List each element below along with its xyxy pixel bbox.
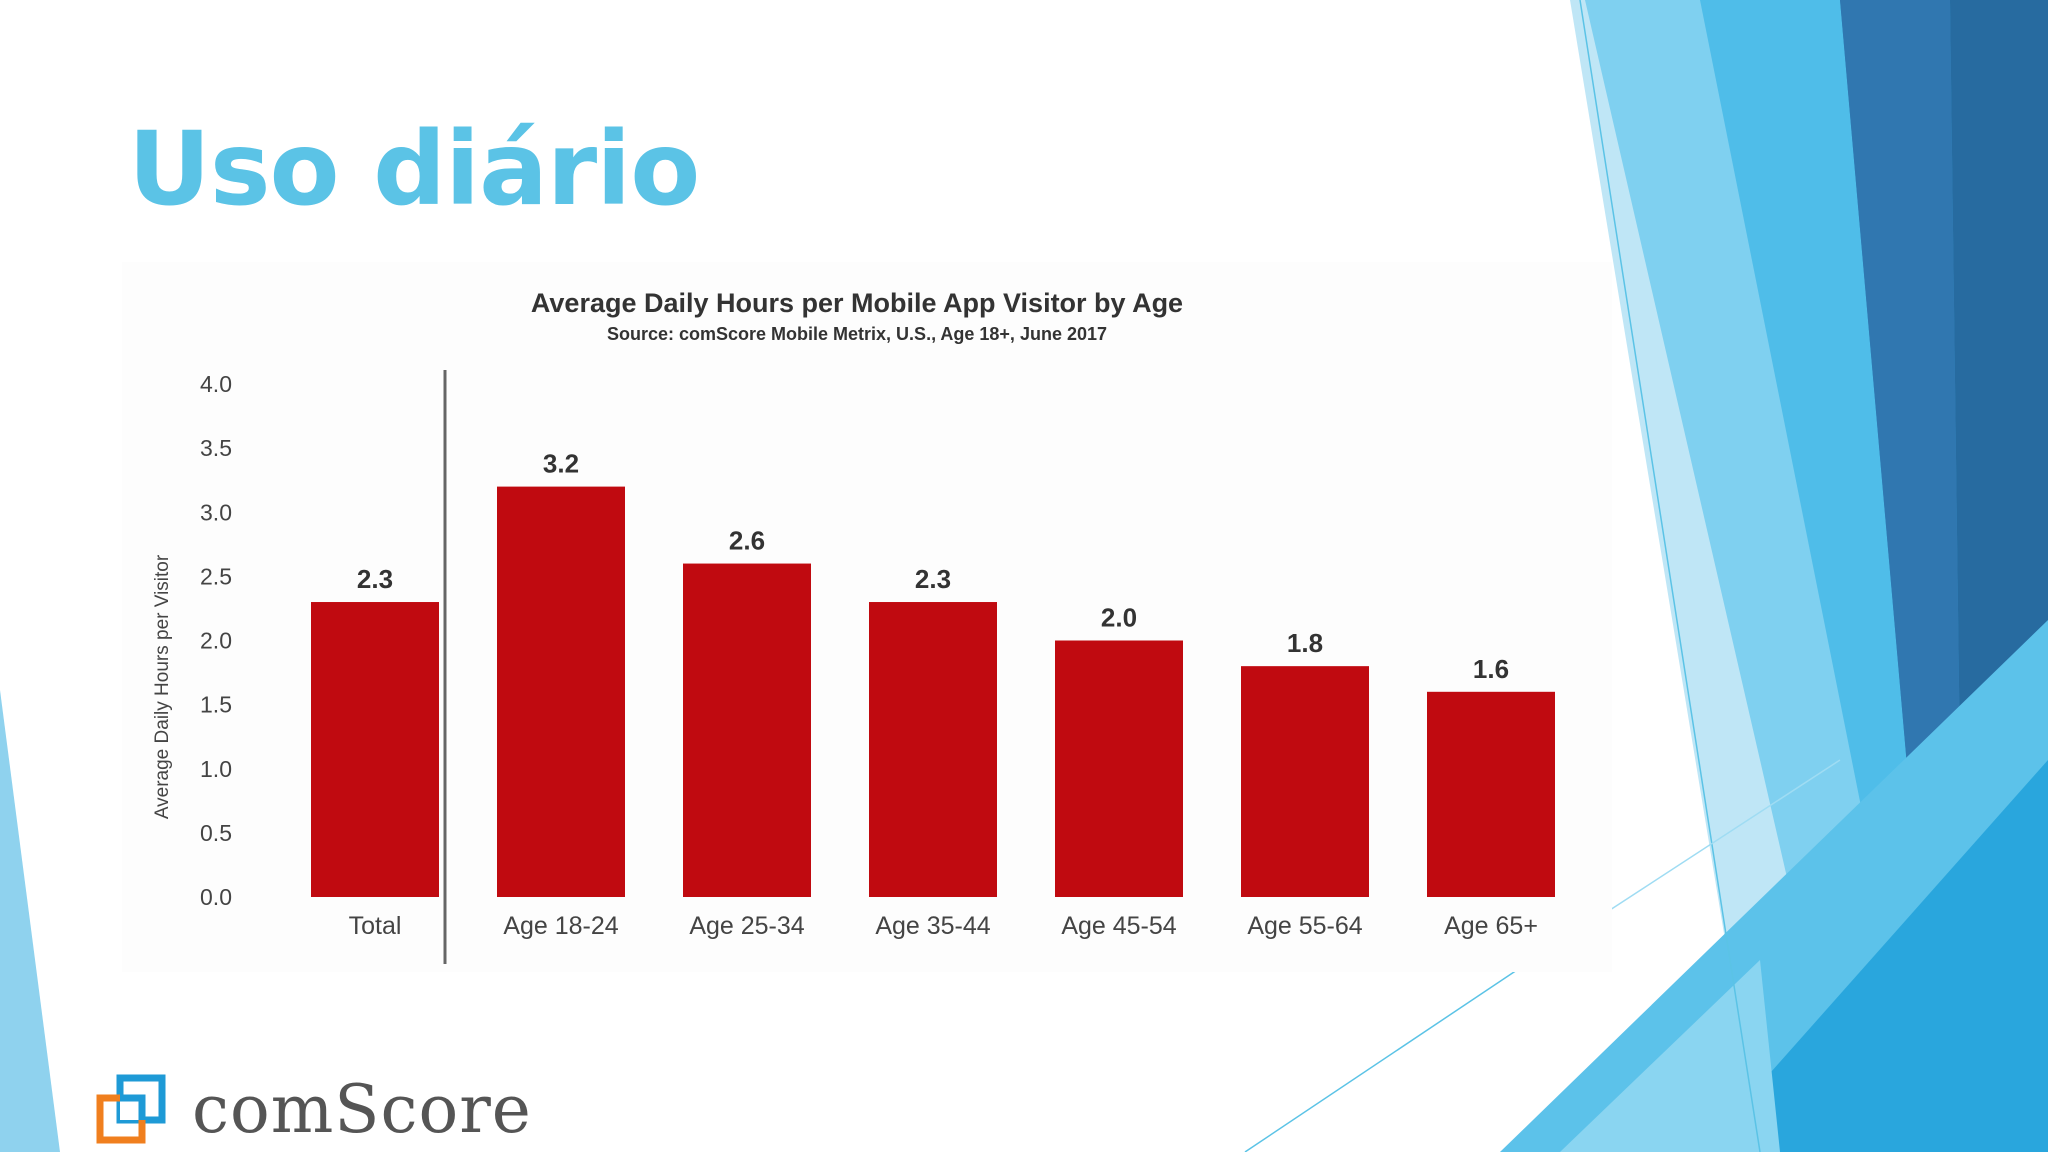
bar-value-label: 2.3 [915, 564, 951, 594]
category-label: Age 45-54 [1061, 912, 1176, 940]
chart-title: Average Daily Hours per Mobile App Visit… [531, 288, 1183, 318]
y-axis-ticks: 0.0 0.5 1.0 1.5 2.0 2.5 3.0 3.5 4.0 [200, 371, 232, 910]
bar-value-label: 1.8 [1287, 628, 1323, 658]
category-label: Age 35-44 [875, 912, 990, 940]
bar [311, 602, 439, 897]
decor-line-2 [1244, 967, 1521, 1152]
decor-shape-band [1840, 0, 1960, 800]
bar-value-label: 2.6 [729, 526, 765, 556]
comscore-logo-text: comScore [192, 1071, 532, 1148]
decor-bottom-right-3 [1560, 960, 1780, 1152]
bar-chart: Average Daily Hours per Mobile App Visit… [152, 288, 1555, 964]
bar [1055, 640, 1183, 897]
bar-value-label: 3.2 [543, 449, 579, 479]
bar [1427, 691, 1555, 897]
decor-shape-dark [1950, 0, 2048, 760]
category-label: Age 18-24 [503, 912, 618, 940]
bar-value-label: 2.3 [357, 564, 393, 594]
category-label: Total [349, 912, 402, 940]
category-label: Age 25-34 [689, 912, 804, 940]
bar [1241, 666, 1369, 897]
chart-panel: Average Daily Hours per Mobile App Visit… [122, 262, 1612, 972]
y-tick-label: 0.5 [200, 820, 232, 846]
comscore-logo-icon [96, 1074, 166, 1144]
y-tick-label: 3.0 [200, 499, 232, 525]
decor-bottom-right-2 [1700, 760, 2048, 1152]
y-tick-label: 0.0 [200, 884, 232, 910]
comscore-logo: comScore [92, 1070, 592, 1150]
y-tick-label: 1.0 [200, 756, 232, 782]
bar [497, 486, 625, 897]
decor-line-1 [1579, 0, 1761, 1152]
decor-line-3 [1609, 759, 1841, 911]
y-axis-label: Average Daily Hours per Visitor [152, 554, 173, 819]
slide-title: Uso diário [128, 110, 700, 229]
y-tick-label: 4.0 [200, 371, 232, 397]
y-tick-label: 1.5 [200, 692, 232, 718]
y-tick-label: 2.0 [200, 628, 232, 654]
bar [869, 602, 997, 897]
bar [683, 563, 811, 897]
bar-value-label: 2.0 [1101, 603, 1137, 633]
decor-left-edge [0, 690, 60, 1152]
category-labels: Total Age 18-24 Age 25-34 Age 35-44 Age 45-5… [349, 912, 1538, 940]
category-label: Age 65+ [1444, 912, 1538, 940]
chart-subtitle: Source: comScore Mobile Metrix, U.S., Ag… [607, 324, 1107, 344]
bars [311, 486, 1555, 897]
value-labels: 2.3 3.2 2.6 2.3 2.0 1.8 1.6 [357, 449, 1509, 684]
y-tick-label: 2.5 [200, 563, 232, 589]
category-label: Age 55-64 [1247, 912, 1362, 940]
bar-value-label: 1.6 [1473, 654, 1509, 684]
y-tick-label: 3.5 [200, 435, 232, 461]
